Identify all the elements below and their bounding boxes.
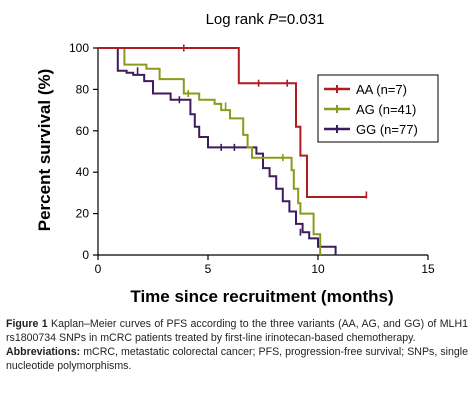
x-tick-label: 5 [205,262,212,276]
abbreviations-paragraph: Abbreviations: mCRC, metastatic colorect… [6,345,468,373]
legend-label: AA (n=7) [356,82,407,97]
y-axis-label: Percent survival (%) [35,69,54,232]
x-axis-label: Time since recruitment (months) [130,287,393,306]
x-tick-label: 15 [421,262,435,276]
survival-curve [98,47,337,255]
legend-label: GG (n=77) [356,122,418,137]
x-tick-label: 0 [95,262,102,276]
legend-label: AG (n=41) [356,102,416,117]
y-tick-label: 60 [76,124,90,138]
caption-paragraph: Figure 1 Kaplan–Meier curves of PFS acco… [6,317,468,345]
y-tick-label: 0 [82,248,89,262]
kaplan-meier-chart: Log rank P=0.031 0 20 40 60 80 100 0 5 10 15 AA (… [35,11,439,306]
y-tick-label: 40 [76,165,90,179]
survival-curve [98,47,367,198]
figure-caption: Figure 1 Kaplan–Meier curves of PFS acco… [6,317,468,373]
y-tick-label: 100 [69,41,89,55]
figure-text: Kaplan–Meier curves of PFS according to … [6,318,468,344]
x-tick-label: 10 [311,262,325,276]
chart-title: Log rank P=0.031 [206,11,325,28]
y-tick-label: 20 [76,207,90,221]
chart-title-prefix: Log rank [206,11,269,28]
axes: 0 20 40 60 80 100 0 5 10 15 [69,41,435,276]
chart-title-suffix: =0.031 [278,11,324,28]
figure-label: Figure 1 [6,318,48,330]
chart-title-italic: P [268,11,278,28]
abbreviations-text: mCRC, metastatic colorectal cancer; PFS,… [6,346,468,372]
series-layer [98,44,368,255]
y-tick-label: 80 [76,82,90,96]
survival-curve [98,47,322,255]
legend: AA (n=7) AG (n=41) GG (n=77) [317,74,439,143]
abbreviations-label: Abbreviations: [6,346,81,358]
